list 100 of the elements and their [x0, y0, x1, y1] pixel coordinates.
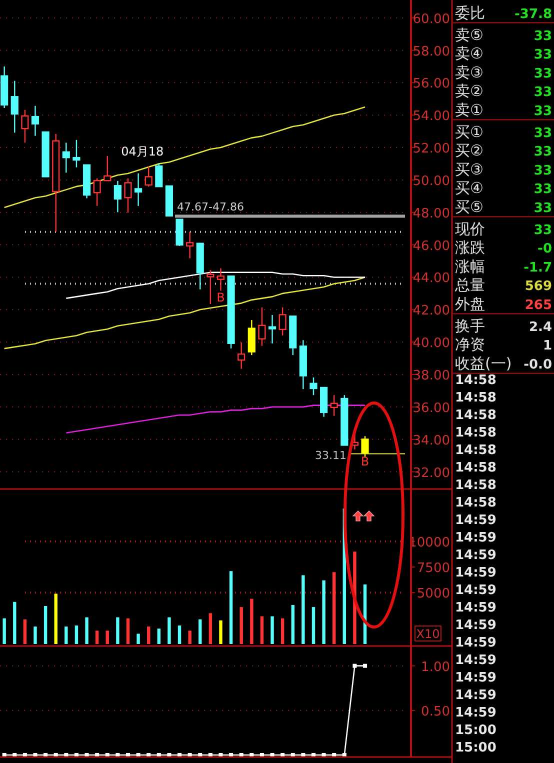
- text: 265: [524, 298, 552, 313]
- candlestick: [72, 139, 80, 168]
- text: 33: [534, 66, 552, 82]
- text: -0: [538, 242, 552, 257]
- text: 14:59: [455, 636, 496, 650]
- band-label: 47.67-47.86: [177, 200, 244, 214]
- y-tick-label: 58.00: [412, 44, 450, 60]
- bar: [208, 613, 212, 644]
- y-tick-label: 34.00: [412, 433, 450, 448]
- candlestick: [144, 166, 152, 188]
- text: 33: [534, 144, 552, 160]
- category-label: 买⑤: [455, 198, 484, 216]
- candlestick: [310, 376, 318, 396]
- bar: [2, 618, 6, 644]
- bar: [322, 580, 326, 644]
- text: 14:59: [455, 653, 496, 668]
- text: 2.4: [528, 320, 552, 335]
- bar: [291, 604, 294, 644]
- y-tick-label: 32.00: [412, 466, 450, 481]
- candlestick: [124, 178, 132, 214]
- candlestick: [62, 142, 70, 174]
- bar: [44, 606, 48, 644]
- y-tick-label: 10000: [408, 535, 450, 550]
- category-label: 涨跌: [455, 238, 485, 257]
- bar: [85, 617, 88, 644]
- category-label: 卖④: [455, 44, 484, 63]
- candlestick: [93, 178, 101, 206]
- text: 14:59: [455, 548, 496, 563]
- text: 33: [534, 201, 552, 216]
- category-label: 现价: [455, 220, 485, 238]
- category-label: 卖②: [455, 82, 484, 100]
- text: X10: [416, 627, 440, 641]
- text: 33: [534, 163, 552, 178]
- text: 14:58: [455, 373, 496, 388]
- annotation: 04月18: [121, 144, 164, 159]
- bar: [23, 619, 27, 644]
- category-label: 卖①: [455, 101, 484, 119]
- text: 14:59: [455, 670, 496, 686]
- bar: [64, 626, 68, 644]
- candlestick: [330, 394, 338, 416]
- y-tick-label: 46.00: [412, 238, 450, 254]
- y-tick-label: 38.00: [412, 368, 450, 384]
- category-label: 卖③: [455, 63, 484, 82]
- bar: [240, 607, 243, 644]
- bar: [332, 572, 336, 644]
- text: 14:59: [455, 566, 496, 580]
- category-label: 买③: [455, 160, 484, 178]
- bar: [250, 598, 254, 644]
- bar: [116, 617, 120, 644]
- text: 33: [534, 126, 552, 141]
- text: 14:58: [455, 496, 496, 510]
- bar: [136, 634, 140, 644]
- text: 14:59: [455, 513, 496, 528]
- candlestick: [258, 306, 266, 346]
- text: 15:00: [455, 723, 496, 738]
- category-label: 换手: [455, 316, 485, 335]
- bar: [95, 630, 99, 644]
- text: 14:58: [455, 408, 496, 423]
- candlestick: [134, 172, 142, 206]
- y-tick-label: 1.00: [421, 660, 450, 675]
- bar: [54, 594, 58, 644]
- annotation: B: [360, 454, 370, 468]
- candlestick: [10, 80, 18, 134]
- candlestick: [206, 270, 214, 305]
- candlestick: [104, 155, 112, 182]
- text: 33: [534, 222, 552, 238]
- bar: [178, 626, 182, 644]
- y-tick-label: 48.00: [412, 206, 450, 222]
- candlestick: [278, 306, 286, 336]
- bar: [188, 630, 192, 644]
- candlestick: [238, 342, 246, 370]
- bar: [198, 619, 202, 644]
- text: 14:58: [455, 460, 496, 476]
- y-tick-label: 60.00: [412, 12, 450, 27]
- category-label: 卖⑤: [455, 26, 484, 44]
- bar: [106, 630, 109, 644]
- bar: [34, 626, 37, 644]
- y-tick-label: 52.00: [412, 142, 450, 157]
- candlestick: [216, 268, 225, 292]
- y-tick-label: 42.00: [412, 304, 450, 319]
- y-tick-label: 40.00: [412, 336, 450, 352]
- y-tick-label: 36.00: [412, 400, 450, 416]
- category-label: 买①: [455, 122, 484, 141]
- bar: [74, 626, 78, 644]
- candlestick: [31, 105, 40, 136]
- y-tick-label: 50.00: [412, 174, 450, 189]
- bar: [13, 602, 16, 644]
- candlestick: [21, 109, 29, 144]
- category-label: 买④: [455, 179, 484, 198]
- text: -1.7: [524, 260, 552, 276]
- candlestick: [186, 231, 194, 259]
- y-tick-label: 44.00: [412, 271, 450, 286]
- y-tick-label: 5000: [416, 586, 450, 602]
- text: 14:59: [455, 530, 496, 546]
- ref-line-label: 33.11: [315, 448, 346, 462]
- bar: [260, 616, 264, 644]
- category-label: 外盘: [455, 295, 485, 313]
- y-tick-label: 56.00: [412, 76, 450, 92]
- category-label: 总量: [454, 276, 485, 294]
- candlestick: [155, 162, 163, 188]
